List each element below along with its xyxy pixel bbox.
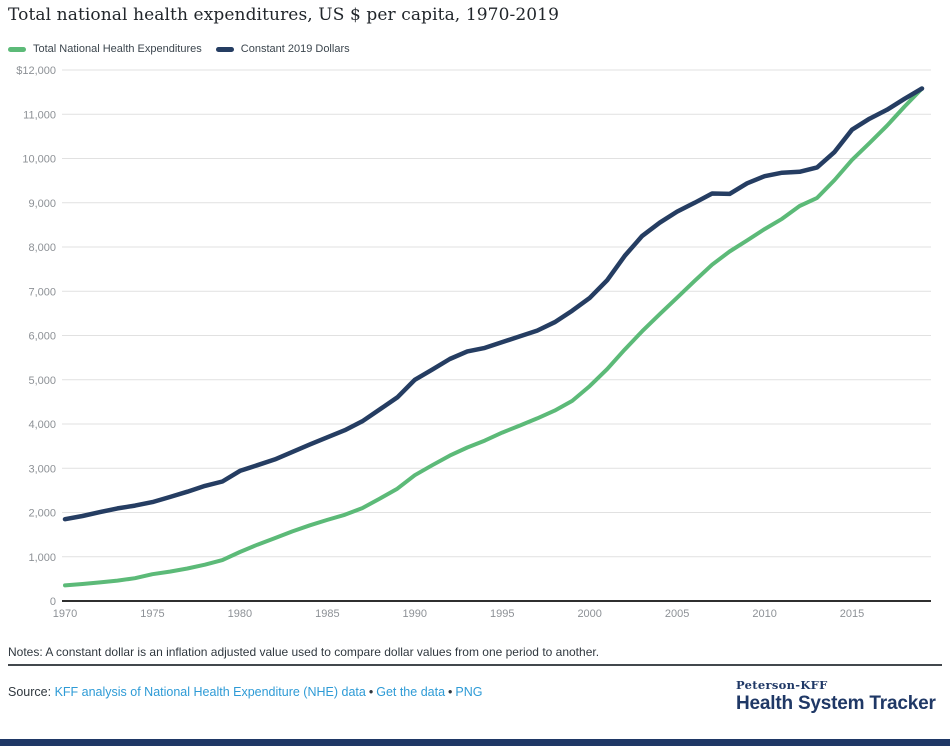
legend-item-constant-dollars: Constant 2019 Dollars [215,43,350,55]
x-axis-tick-label: 1970 [53,608,77,620]
legend-item-total-nhe: Total National Health Expenditures [8,43,202,55]
y-axis-tick-label: 9,000 [28,198,56,210]
legend: Total National Health Expenditures Const… [8,43,350,55]
x-axis-tick-label: 1985 [315,608,339,620]
x-axis-tick-label: 2010 [752,608,776,620]
legend-label: Total National Health Expenditures [33,43,202,55]
chart-title: Total national health expenditures, US $… [8,5,559,25]
dot-separator: • [368,685,374,699]
y-axis-tick-label: 4,000 [28,419,56,431]
x-axis-tick-label: 2005 [665,608,689,620]
series-line-total-national-health-expenditures [63,86,924,588]
navy-line-swatch-icon [215,46,234,52]
y-axis-tick-label: 0 [50,596,56,608]
y-axis-tick-label: 10,000 [22,154,56,166]
line-chart-plot-area: $12,000 11,000 10,000 9,000 8,000 7,000 6,000 5… [16,65,931,620]
x-axis-tick-label: 1990 [403,608,427,620]
y-axis-tick-label: 1,000 [28,552,56,564]
dot-separator: • [448,685,453,699]
chart-notes: Notes: A constant dollar is an inflation… [8,645,600,659]
y-axis-tick-label: 8,000 [28,242,56,254]
green-line-swatch-icon [8,46,26,52]
peterson-kff-label: Peterson-KFF [736,678,828,692]
x-axis-tick-label: 2000 [577,608,601,620]
health-system-tracker-label: Health System Tracker [736,693,936,714]
y-axis-tick-label: $12,000 [16,65,56,77]
x-axis-tick-label: 1975 [140,608,164,620]
footer-divider [8,664,942,666]
y-axis-tick-label: 3,000 [28,463,56,475]
y-axis-tick-label: 5,000 [28,375,56,387]
get-the-data-link[interactable]: Get the data [376,685,446,699]
x-axis-tick-label: 1995 [490,608,514,620]
series-line-constant-2019-dollars [62,86,925,522]
source-prefix: Source: [8,685,55,699]
source-line: Source: KFF analysis of National Health … [8,685,483,699]
x-axis-tick-label: 1980 [228,608,252,620]
health-system-tracker-logo: Peterson-KFF Health System Tracker [736,678,936,715]
bottom-navy-bar [0,739,950,746]
source-analysis-link[interactable]: KFF analysis of National Health Expendit… [54,685,366,699]
png-download-link[interactable]: PNG [455,685,483,699]
x-axis-tick-label: 2015 [840,608,864,620]
y-axis-tick-label: 11,000 [23,109,56,121]
legend-label: Constant 2019 Dollars [240,43,350,55]
y-axis-tick-label: 7,000 [28,286,56,298]
y-axis-tick-label: 2,000 [28,508,56,520]
y-axis-tick-label: 6,000 [28,331,56,343]
